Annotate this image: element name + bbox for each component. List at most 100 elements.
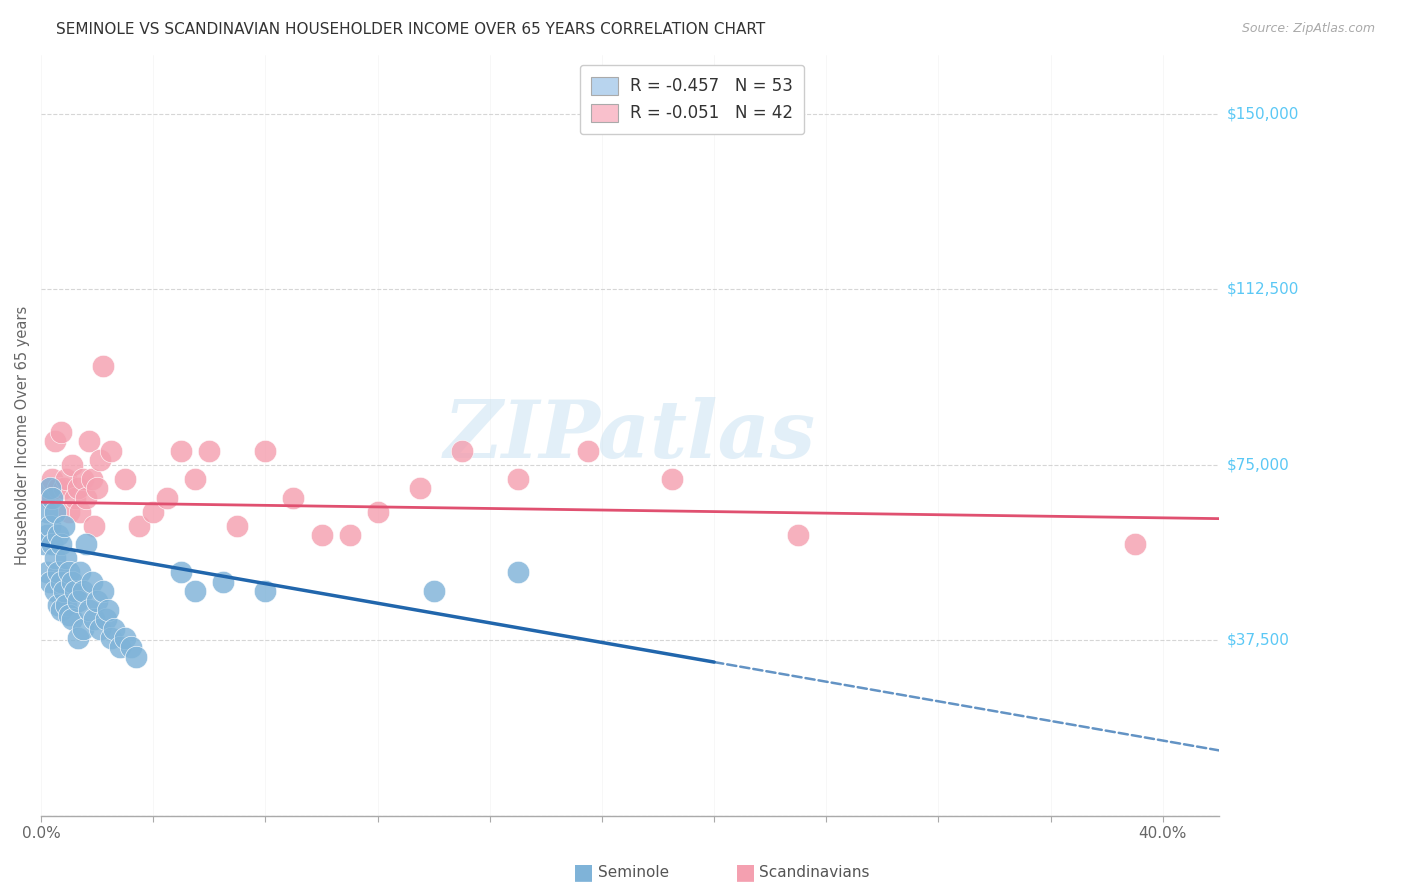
- Text: ■: ■: [735, 863, 755, 882]
- Point: [55, 472, 77, 486]
- Point: [184, 472, 207, 486]
- Point: [91, 359, 114, 374]
- Text: Source: ZipAtlas.com: Source: ZipAtlas.com: [1241, 22, 1375, 36]
- Text: $37,500: $37,500: [1227, 632, 1291, 648]
- Point: [114, 631, 136, 645]
- Point: [226, 518, 249, 533]
- Point: [58, 505, 80, 519]
- Point: [170, 443, 193, 458]
- Point: [44, 584, 66, 599]
- Text: SEMINOLE VS SCANDINAVIAN HOUSEHOLDER INCOME OVER 65 YEARS CORRELATION CHART: SEMINOLE VS SCANDINAVIAN HOUSEHOLDER INC…: [56, 22, 765, 37]
- Point: [69, 566, 91, 580]
- Point: [60, 612, 83, 626]
- Point: [254, 584, 277, 599]
- Point: [75, 491, 97, 505]
- Point: [52, 481, 75, 495]
- Text: Seminole: Seminole: [598, 865, 669, 880]
- Point: [41, 491, 63, 505]
- Point: [198, 443, 221, 458]
- Point: [66, 631, 89, 645]
- Point: [72, 472, 94, 486]
- Point: [41, 537, 63, 551]
- Point: [66, 481, 89, 495]
- Point: [80, 472, 103, 486]
- Point: [55, 599, 77, 613]
- Point: [35, 566, 58, 580]
- Point: [49, 425, 72, 439]
- Point: [100, 631, 122, 645]
- Point: [97, 603, 120, 617]
- Point: [52, 518, 75, 533]
- Point: [283, 491, 305, 505]
- Text: $75,000: $75,000: [1227, 458, 1289, 472]
- Point: [66, 593, 89, 607]
- Point: [120, 640, 142, 655]
- Point: [63, 491, 86, 505]
- Point: [44, 505, 66, 519]
- Point: [91, 584, 114, 599]
- Point: [46, 481, 69, 495]
- Point: [75, 537, 97, 551]
- Point: [86, 593, 108, 607]
- Point: [80, 574, 103, 589]
- Point: [367, 505, 389, 519]
- Point: [35, 505, 58, 519]
- Point: [41, 472, 63, 486]
- Point: [38, 518, 60, 533]
- Text: $112,500: $112,500: [1227, 282, 1299, 297]
- Point: [83, 612, 105, 626]
- Point: [125, 649, 148, 664]
- Point: [506, 566, 529, 580]
- Point: [38, 574, 60, 589]
- Point: [58, 607, 80, 622]
- Point: [114, 472, 136, 486]
- Point: [83, 518, 105, 533]
- Point: [69, 505, 91, 519]
- Point: [44, 434, 66, 449]
- Point: [60, 574, 83, 589]
- Point: [408, 481, 430, 495]
- Legend: R = -0.457   N = 53, R = -0.051   N = 42: R = -0.457 N = 53, R = -0.051 N = 42: [579, 65, 804, 134]
- Point: [311, 528, 333, 542]
- Point: [576, 443, 599, 458]
- Y-axis label: Householder Income Over 65 years: Householder Income Over 65 years: [15, 306, 30, 566]
- Point: [49, 603, 72, 617]
- Point: [94, 612, 117, 626]
- Point: [156, 491, 179, 505]
- Point: [49, 537, 72, 551]
- Point: [52, 584, 75, 599]
- Point: [49, 574, 72, 589]
- Point: [142, 505, 165, 519]
- Point: [72, 584, 94, 599]
- Point: [32, 537, 55, 551]
- Point: [60, 458, 83, 472]
- Point: [46, 566, 69, 580]
- Point: [86, 481, 108, 495]
- Point: [63, 584, 86, 599]
- Point: [506, 472, 529, 486]
- Point: [128, 518, 150, 533]
- Point: [1123, 537, 1146, 551]
- Point: [35, 528, 58, 542]
- Point: [103, 622, 125, 636]
- Point: [38, 491, 60, 505]
- Point: [46, 599, 69, 613]
- Point: [108, 640, 131, 655]
- Point: [77, 603, 100, 617]
- Text: $150,000: $150,000: [1227, 106, 1299, 121]
- Point: [46, 528, 69, 542]
- Point: [787, 528, 810, 542]
- Point: [55, 551, 77, 566]
- Point: [212, 574, 235, 589]
- Point: [339, 528, 361, 542]
- Point: [44, 551, 66, 566]
- Point: [170, 566, 193, 580]
- Point: [450, 443, 472, 458]
- Point: [89, 453, 111, 467]
- Point: [58, 566, 80, 580]
- Point: [77, 434, 100, 449]
- Text: ZIPatlas: ZIPatlas: [444, 397, 815, 475]
- Point: [661, 472, 683, 486]
- Point: [422, 584, 444, 599]
- Point: [89, 622, 111, 636]
